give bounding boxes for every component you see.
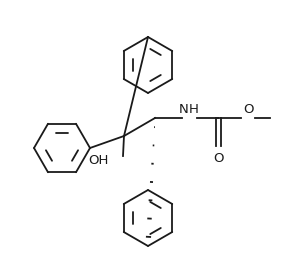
Text: H: H <box>189 103 199 116</box>
Text: N: N <box>178 103 188 116</box>
Text: O: O <box>243 103 253 116</box>
Text: OH: OH <box>89 154 109 166</box>
Text: O: O <box>213 152 223 165</box>
